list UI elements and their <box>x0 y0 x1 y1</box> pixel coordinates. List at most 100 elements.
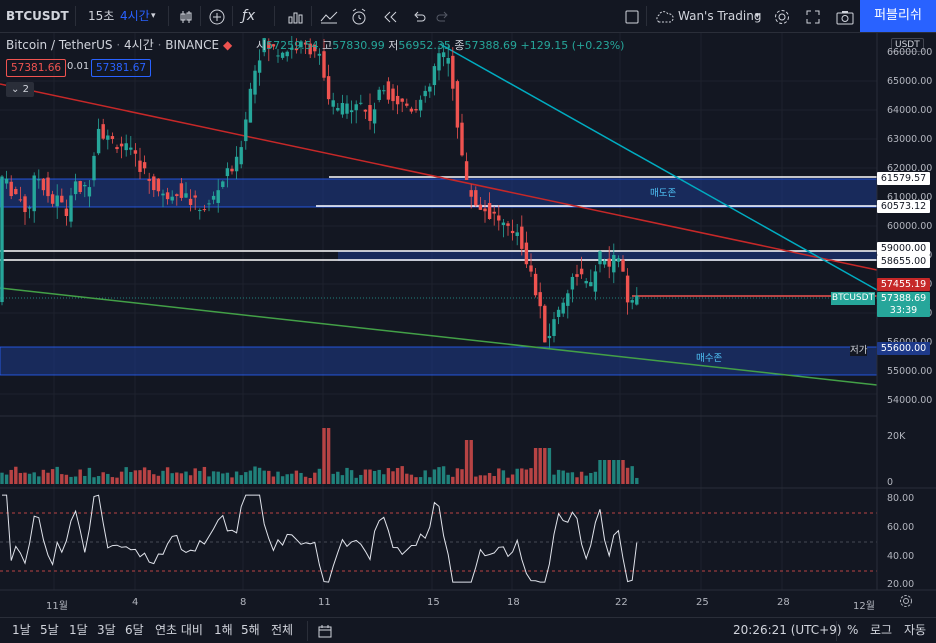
price-tag-58655: 58655.00 <box>877 255 930 268</box>
volume-bar <box>423 470 427 484</box>
fullscreen-layout-icon[interactable] <box>624 0 640 32</box>
trendline-green[interactable] <box>0 287 878 386</box>
volume-bar <box>395 467 400 484</box>
candle-body <box>446 58 450 64</box>
percent-scale-toggle[interactable]: % <box>847 623 859 637</box>
volume-bar <box>428 477 432 484</box>
candle-body <box>533 273 538 296</box>
volume-bar <box>129 472 133 484</box>
indicators-button[interactable]: ƒx <box>242 8 256 24</box>
volume-bar <box>285 474 289 484</box>
goto-date-icon[interactable] <box>318 618 334 643</box>
redo-icon[interactable] <box>436 0 450 32</box>
symbol-search[interactable]: BTCUSDT <box>6 9 69 23</box>
buy-button[interactable]: 57381.67 <box>91 59 152 77</box>
timeframe-seconds[interactable]: 15초 <box>88 9 115 23</box>
candle-body <box>441 52 446 58</box>
volume-bar <box>313 472 317 484</box>
volume-bar <box>543 448 547 484</box>
symbol-price-label: BTCUSDT <box>831 292 875 305</box>
candle-body <box>432 66 437 86</box>
time-label: 11월 <box>46 601 68 612</box>
sell-button[interactable]: 57381.66 <box>6 59 67 77</box>
log-scale-toggle[interactable]: 로그 <box>870 623 893 637</box>
cloud-icon[interactable] <box>654 0 674 32</box>
undo-icon[interactable] <box>412 0 426 32</box>
publish-button[interactable]: 퍼블리쉬 <box>860 0 936 32</box>
chevron-down-icon[interactable]: ▾ <box>755 11 760 21</box>
resistance-zone[interactable] <box>338 251 877 261</box>
volume-bar <box>474 476 478 484</box>
expand-icon[interactable] <box>805 0 821 32</box>
price-tag-red: 57455.19 <box>877 278 930 291</box>
candle-body <box>9 181 13 197</box>
alert-icon[interactable] <box>350 0 368 32</box>
candle-body <box>179 183 184 198</box>
snapshot-camera-icon[interactable] <box>836 0 854 32</box>
volume-bar <box>216 471 220 484</box>
price-tag-61579: 61579.57 <box>877 172 930 185</box>
range-ytd[interactable]: 연초 대비 <box>155 623 203 637</box>
candle-body <box>423 90 427 97</box>
candle-body <box>400 98 404 102</box>
candle-body <box>41 178 46 191</box>
legend-exchange: BINANCE <box>165 38 220 52</box>
trendline-red[interactable] <box>0 83 878 271</box>
legend-pair[interactable]: Bitcoin / TetherUS <box>6 38 113 52</box>
high-label: 고 <box>322 39 333 52</box>
range-all[interactable]: 전체 <box>271 623 294 637</box>
volume-bar <box>152 474 156 484</box>
volume-bar <box>9 469 13 484</box>
chart-templates-icon[interactable] <box>287 0 305 32</box>
compare-lines-icon[interactable] <box>320 0 338 32</box>
volume-bar <box>83 475 87 484</box>
volume-bar <box>607 460 611 484</box>
chart-canvas[interactable]: 매도존 매수존 <box>0 33 936 613</box>
candle-body <box>78 181 82 193</box>
trendline-cyan[interactable] <box>439 43 878 291</box>
candle-body <box>221 181 225 187</box>
currency-label[interactable]: USDT <box>891 38 924 52</box>
timezone-clock[interactable]: 20:26:21 (UTC+9) <box>733 623 842 637</box>
candle-body <box>497 215 501 221</box>
range-3m[interactable]: 3달 <box>97 623 116 637</box>
range-6m[interactable]: 6달 <box>125 623 144 637</box>
chevron-down-icon: ⌄ <box>11 84 20 95</box>
indicators-collapse-button[interactable]: ⌄ 2 <box>6 82 34 97</box>
replay-icon[interactable] <box>382 0 398 32</box>
layout-name[interactable]: Wan's Trading <box>678 9 762 23</box>
volume-bar <box>345 467 349 484</box>
candles[interactable] <box>0 36 639 349</box>
range-1d[interactable]: 1날 <box>12 623 31 637</box>
sell-zone[interactable] <box>0 178 878 208</box>
chevron-down-icon[interactable]: ▾ <box>151 11 156 21</box>
range-1m[interactable]: 1달 <box>69 623 88 637</box>
candle-body <box>589 282 593 287</box>
open-label: 시 <box>256 39 267 52</box>
buy-zone[interactable] <box>0 346 878 376</box>
auto-scale-toggle[interactable]: 자동 <box>904 623 927 637</box>
volume-bar <box>547 448 552 484</box>
candle-body <box>336 108 340 111</box>
candle-body <box>276 55 280 57</box>
candle-body <box>285 51 289 57</box>
candle-body <box>92 155 96 181</box>
candle-body <box>621 259 625 272</box>
volume-bar <box>124 467 128 484</box>
candle-body <box>138 160 142 172</box>
candle-body <box>464 161 469 181</box>
range-5y[interactable]: 5해 <box>241 623 260 637</box>
volume-bar <box>156 475 161 484</box>
timeframe-active[interactable]: 4시간 <box>120 9 150 23</box>
volume-bar <box>290 473 294 484</box>
volume-bar <box>202 466 207 484</box>
candle-body <box>216 190 220 203</box>
candle-style-icon[interactable] <box>178 0 194 32</box>
candle-body <box>584 280 588 284</box>
settings-gear-icon[interactable] <box>773 0 791 32</box>
range-1y[interactable]: 1해 <box>214 623 233 637</box>
add-compare-icon[interactable] <box>208 0 226 32</box>
volume-bar <box>23 472 27 484</box>
range-5d[interactable]: 5날 <box>40 623 59 637</box>
chart-settings-gear-icon[interactable] <box>899 594 913 611</box>
